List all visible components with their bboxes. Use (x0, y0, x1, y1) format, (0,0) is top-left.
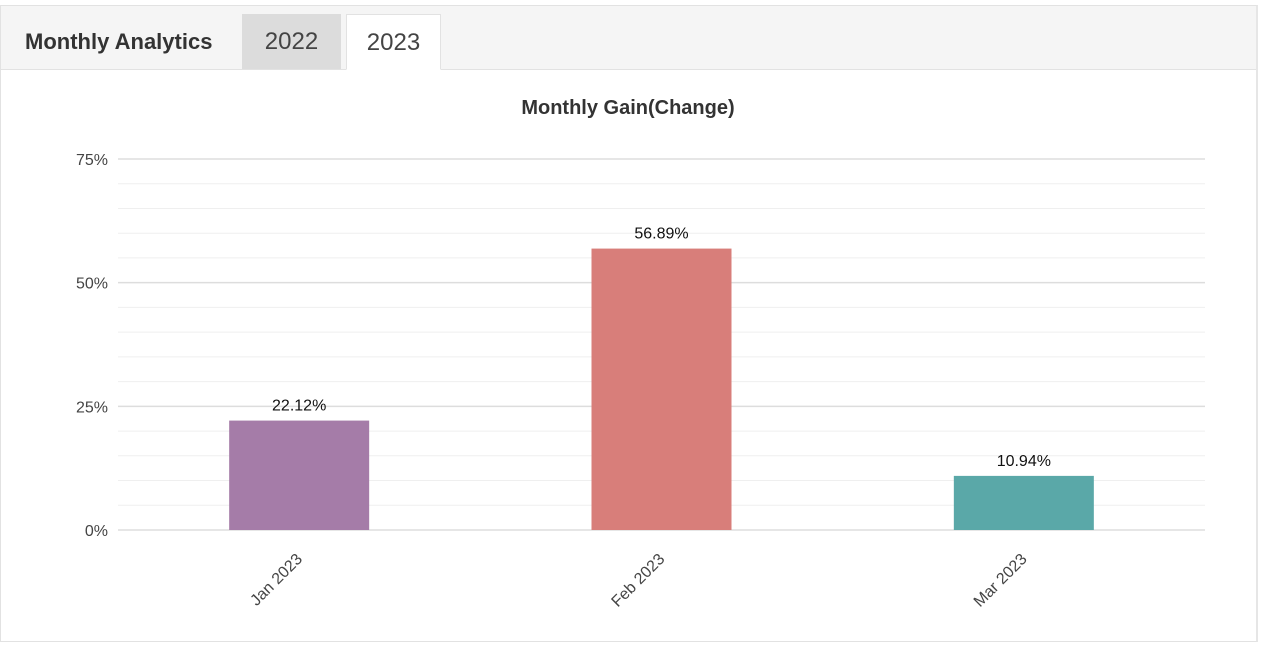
widget-title: Monthly Analytics (25, 29, 213, 54)
x-axis-ticks: Jan 2023 Feb 2023 Mar 2023 (247, 551, 1030, 611)
data-label: 22.12% (272, 398, 326, 415)
y-axis-ticks: 0% 25% 50% 75% (76, 152, 108, 540)
tab-2023[interactable]: 2023 (346, 14, 441, 70)
chart-panel: Monthly Gain(Change) 0% 25% 50% 75% 22.12% 5… (1, 70, 1256, 641)
y-tick-label: 0% (85, 523, 108, 540)
tab-bar: Monthly Analytics 2022 2023 (1, 6, 1256, 70)
x-tick-label: Mar 2023 (971, 551, 1031, 611)
bar[interactable] (229, 420, 370, 530)
data-label: 56.89% (634, 226, 688, 243)
bar[interactable] (591, 248, 732, 530)
monthly-analytics-widget: Monthly Analytics 2022 2023 Monthly Gain… (0, 5, 1258, 642)
x-tick-label: Jan 2023 (247, 551, 306, 610)
data-label: 10.94% (997, 453, 1051, 470)
y-tick-label: 25% (76, 399, 108, 416)
data-labels: 22.12% 56.89% 10.94% (272, 226, 1051, 470)
bar[interactable] (953, 475, 1094, 530)
chart-title: Monthly Gain(Change) (521, 97, 734, 119)
bars (229, 248, 1094, 530)
tab-2022[interactable]: 2022 (242, 14, 341, 69)
y-tick-label: 50% (76, 276, 108, 293)
y-tick-label: 75% (76, 152, 108, 169)
x-tick-label: Feb 2023 (609, 551, 669, 611)
monthly-gain-chart: Monthly Gain(Change) 0% 25% 50% 75% 22.12% 5… (76, 97, 1205, 611)
